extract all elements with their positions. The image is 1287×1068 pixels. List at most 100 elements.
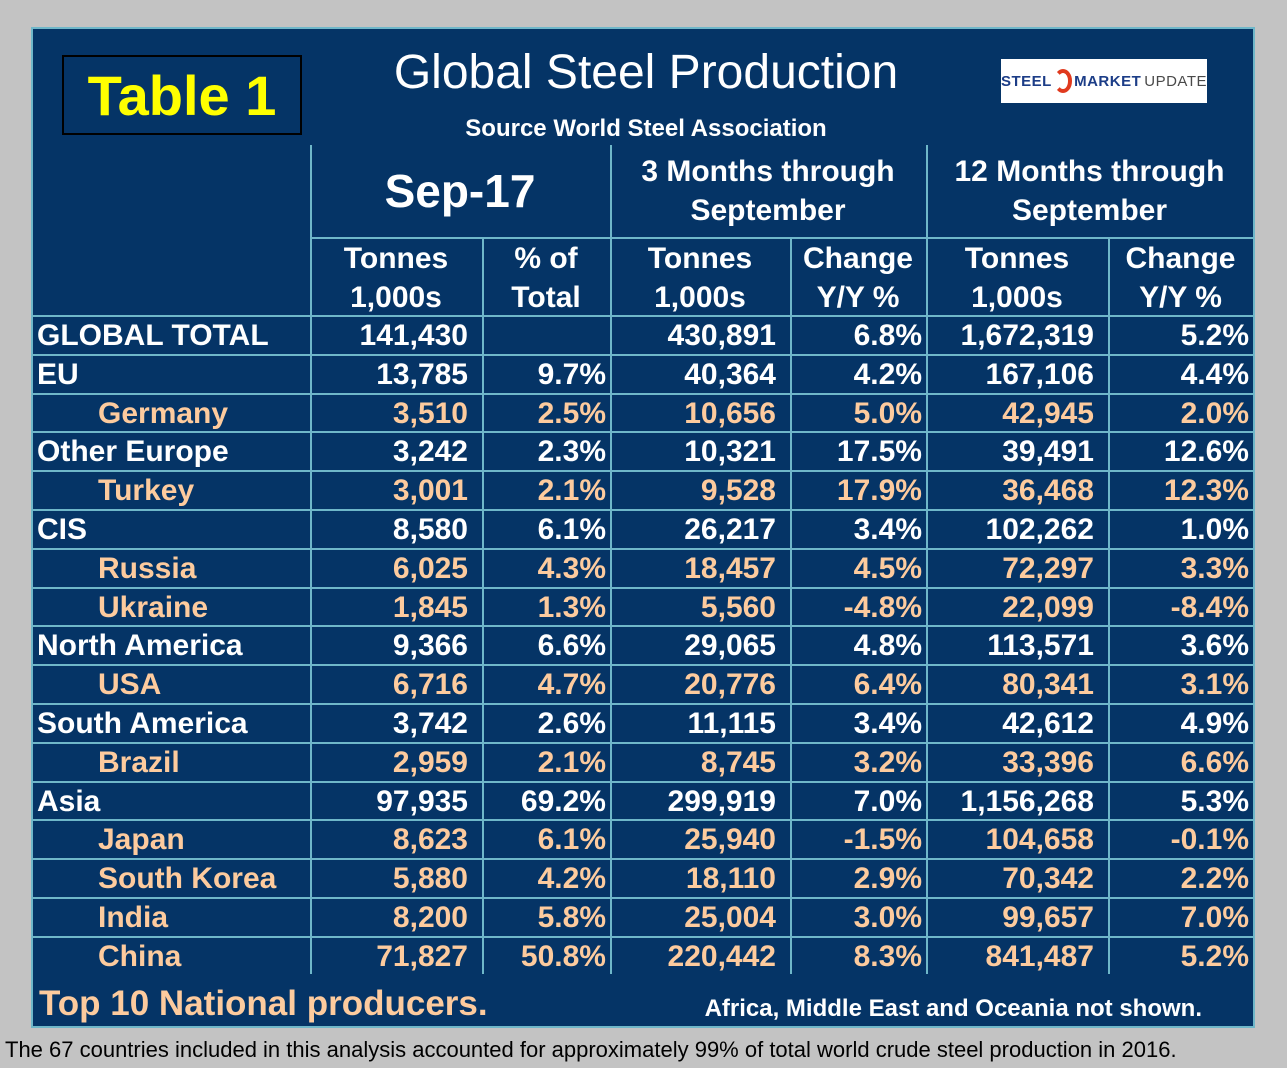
cell-3m-change: 17.5% <box>836 435 922 468</box>
row-label: Germany <box>98 397 229 430</box>
row-divider <box>33 664 1253 666</box>
logo-word-steel: STEEL <box>1001 72 1052 90</box>
row-divider <box>33 742 1253 744</box>
cell-3m-tonnes: 11,115 <box>687 707 776 740</box>
source-line: Source World Steel Association <box>465 115 827 142</box>
cell-3m-change: 3.4% <box>853 707 922 740</box>
table-row: India 8,200 5.8% 25,004 3.0% 99,657 7.0% <box>33 898 1253 935</box>
footer-note-top-producers: Top 10 National producers. <box>39 984 488 1023</box>
header-12-months-line1: 12 Months through <box>954 155 1225 188</box>
column-divider <box>790 237 792 974</box>
cell-12m-tonnes: 33,396 <box>1002 746 1094 779</box>
cell-sep-pct: 2.1% <box>537 746 606 779</box>
cell-12m-change: 4.4% <box>1180 358 1249 391</box>
row-divider <box>33 625 1253 627</box>
cell-3m-change: 3.2% <box>853 746 922 779</box>
footer-note-regions-not-shown: Africa, Middle East and Oceania not show… <box>704 995 1202 1022</box>
subheader-pct: % of <box>514 242 578 275</box>
cell-sep-tonnes: 3,742 <box>392 707 468 740</box>
cell-sep-tonnes: 141,430 <box>359 319 468 352</box>
cell-12m-tonnes: 70,342 <box>1002 862 1094 895</box>
table-row: Germany 3,510 2.5% 10,656 5.0% 42,945 2.0% <box>33 394 1253 431</box>
cell-3m-change: 2.9% <box>853 862 922 895</box>
page-title: Global Steel Production <box>393 46 899 99</box>
subheader-pct-total: Total <box>511 281 581 314</box>
row-label: EU <box>37 358 79 391</box>
table-row: China 71,827 50.8% 220,442 8.3% 841,487 5.2% <box>33 937 1253 974</box>
cell-sep-tonnes: 13,785 <box>376 358 468 391</box>
table-row: EU 13,785 9.7% 40,364 4.2% 167,106 4.4% <box>33 355 1253 392</box>
cell-3m-tonnes: 299,919 <box>667 785 776 818</box>
subheader-tonnes-unit: 1,000s <box>350 281 442 314</box>
cell-3m-tonnes: 220,442 <box>667 940 776 973</box>
table-row: Japan 8,623 6.1% 25,940 -1.5% 104,658 -0.1% <box>33 820 1253 857</box>
column-divider <box>310 145 312 974</box>
cell-sep-tonnes: 5,880 <box>392 862 468 895</box>
table-row: GLOBAL TOTAL 141,430 430,891 6.8% 1,672,319 5… <box>33 316 1253 353</box>
column-divider <box>482 237 484 974</box>
cell-12m-change: 5.2% <box>1180 940 1249 973</box>
cell-3m-change: 7.0% <box>853 785 922 818</box>
row-label: South Korea <box>98 862 277 895</box>
logo-word-market: MARKET <box>1074 72 1142 90</box>
column-divider <box>1108 237 1110 974</box>
row-divider <box>33 315 1253 317</box>
cell-sep-pct: 2.6% <box>537 707 606 740</box>
cell-12m-change: 2.2% <box>1180 862 1249 895</box>
cell-sep-pct: 6.1% <box>537 823 606 856</box>
cell-3m-change: 4.8% <box>853 629 922 662</box>
header-3-months-line2: September <box>690 194 846 227</box>
cell-12m-change: 12.3% <box>1163 474 1249 507</box>
row-divider <box>33 897 1253 899</box>
row-label: India <box>98 901 169 934</box>
cell-12m-tonnes: 1,672,319 <box>960 319 1094 352</box>
bottom-footnote: The 67 countries included in this analys… <box>5 1037 1177 1062</box>
logo-word-update: UPDATE <box>1144 72 1207 90</box>
cell-12m-tonnes: 99,657 <box>1002 901 1094 934</box>
cell-sep-tonnes: 8,200 <box>392 901 468 934</box>
cell-12m-tonnes: 42,945 <box>1002 397 1094 430</box>
cell-sep-tonnes: 9,366 <box>392 629 468 662</box>
header-3-months-line1: 3 Months through <box>641 155 895 188</box>
cell-3m-tonnes: 29,065 <box>684 629 776 662</box>
cell-12m-tonnes: 167,106 <box>985 358 1094 391</box>
cell-sep-pct: 6.1% <box>537 513 606 546</box>
steel-production-table: Table 1 Global Steel Production Source W… <box>31 27 1255 1028</box>
cell-3m-tonnes: 9,528 <box>700 474 776 507</box>
cell-3m-change: 3.0% <box>853 901 922 934</box>
cell-12m-change: 4.9% <box>1180 707 1249 740</box>
cell-3m-change: 5.0% <box>853 397 922 430</box>
row-label: Asia <box>37 785 101 818</box>
column-divider <box>926 145 928 974</box>
row-label: Japan <box>98 823 185 856</box>
subheader-tonnes-unit: 1,000s <box>971 281 1063 314</box>
row-divider <box>33 470 1253 472</box>
row-label: China <box>98 940 182 973</box>
logo-swoosh-icon <box>1053 69 1073 93</box>
cell-3m-change: 4.5% <box>853 552 922 585</box>
row-label: Other Europe <box>37 435 229 468</box>
table-row: Russia 6,025 4.3% 18,457 4.5% 72,297 3.3% <box>33 549 1253 586</box>
cell-3m-change: -4.8% <box>843 591 922 624</box>
table-row: South Korea 5,880 4.2% 18,110 2.9% 70,342 2.2% <box>33 859 1253 896</box>
row-label: Russia <box>98 552 197 585</box>
cell-sep-pct: 2.1% <box>537 474 606 507</box>
cell-12m-change: 5.2% <box>1180 319 1249 352</box>
cell-3m-tonnes: 25,004 <box>684 901 776 934</box>
cell-12m-tonnes: 22,099 <box>1002 591 1094 624</box>
cell-sep-tonnes: 2,959 <box>392 746 468 779</box>
row-label: USA <box>98 668 162 701</box>
cell-sep-pct: 2.3% <box>537 435 606 468</box>
row-divider <box>33 354 1253 356</box>
cell-sep-pct: 4.3% <box>537 552 606 585</box>
cell-3m-tonnes: 10,656 <box>684 397 776 430</box>
cell-sep-tonnes: 71,827 <box>376 940 468 973</box>
row-divider <box>33 393 1253 395</box>
subheader-tonnes: Tonnes <box>647 242 753 275</box>
cell-sep-tonnes: 8,580 <box>392 513 468 546</box>
subheader-tonnes: Tonnes <box>343 242 449 275</box>
cell-sep-tonnes: 6,025 <box>392 552 468 585</box>
table-label: Table 1 <box>62 55 302 135</box>
cell-12m-change: 1.0% <box>1180 513 1249 546</box>
cell-sep-pct: 4.2% <box>537 862 606 895</box>
